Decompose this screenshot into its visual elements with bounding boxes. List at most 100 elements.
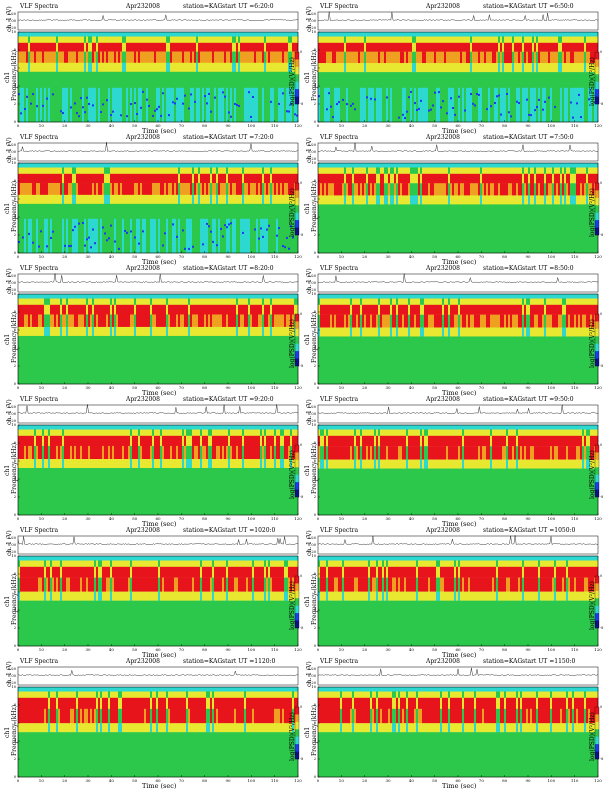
spectrogram-cell [52,203,55,219]
spectrogram-cell [20,167,23,174]
spectrogram-cell [378,42,381,52]
spectrogram-cell [362,163,365,168]
spectrogram-cell [334,183,337,196]
spectrogram-cell [120,71,123,88]
spectrogram-cell [126,115,128,118]
spectrogram-cell [162,298,165,305]
spectrogram-cell [412,87,415,123]
spectrogram-cell [224,163,227,168]
spectrogram-cell [78,32,81,37]
panel-station: station=KAG [483,134,523,141]
spectrogram-cell [118,163,121,168]
spectrogram-cell [194,183,197,196]
spectrogram-cell [536,42,539,52]
spectrogram-cell [204,32,207,37]
spectrogram-cell [254,163,257,168]
spectrogram-cell [434,167,437,174]
spectrogram-cell [184,94,186,97]
spectrogram-cell [388,167,391,174]
spectrogram-cell [518,63,521,73]
spectrogram-cell [42,173,45,184]
spectrogram-cell [142,230,144,233]
spectrogram-cell [244,62,247,72]
spectrogram-cell [506,72,509,88]
spectrogram-cell [122,203,125,219]
spectrogram-cell [560,167,563,174]
spectrogram-cell [388,173,391,184]
spectrogram-cell [434,183,437,196]
spectrogram-cell [570,173,573,184]
spectrogram-cell [138,32,141,37]
spectrogram-cell [370,32,373,37]
spectrogram-cell [428,183,431,196]
spectrogram-cell [194,32,197,37]
spectrogram-cell [52,183,55,196]
spectrogram-cell [80,203,83,219]
spectrogram-cell [492,51,495,64]
spectrogram-cell [104,194,107,205]
colorbar-segment [595,183,599,191]
spectrogram-cell [552,183,555,196]
spectrogram-cell [560,72,563,88]
spectrogram-cell [410,167,413,174]
spectrogram-cell [564,42,567,52]
spectrogram-cell [94,194,97,205]
spectrogram-cell [452,195,455,205]
spectrogram-cell [574,63,577,73]
spectrogram-cell [208,183,211,196]
spectrogram-cell [132,32,135,37]
spectrogram-cell [186,36,189,43]
spectrogram-cell [434,163,437,168]
spectrogram-cell [158,173,161,184]
spectrogram-cell [96,42,99,52]
spectrogram-cell [64,32,67,37]
panel-title: VLF Spectra [20,3,59,10]
spectrogram-cell [572,51,575,64]
spectrogram-cell [512,183,515,196]
spectrogram-cell [392,218,395,254]
spectrogram-cell [466,72,469,88]
spectrogram-cell [34,298,37,305]
spectrogram-cell [242,32,245,37]
spectrogram-cell [380,167,383,174]
spectrogram-cell [66,294,69,299]
spectrogram-cell [134,32,137,37]
spectrogram-cell [376,51,379,64]
spectrogram-cell [250,87,253,123]
spectrogram-cell [394,72,397,88]
spectrogram-cell [230,42,233,52]
spectrogram-cell [28,194,31,205]
spectrogram-cell [592,32,595,37]
spectrogram-cell [44,183,47,196]
spectrogram-cell [522,167,525,174]
spectrogram-cell [354,72,357,88]
spectrogram-cell [490,163,493,168]
spectrogram-cell [458,163,461,168]
spectrogram-cell [64,349,67,385]
spectrogram-cell [554,87,557,123]
spectrogram-cell [434,173,437,184]
spectrogram-cell [166,326,169,337]
spectrogram-cell [136,62,139,72]
spectrogram-cell [328,36,331,43]
spectrogram-cell [250,183,253,196]
spectrogram-cell [464,36,467,43]
spectrogram-cell [208,194,211,205]
spectrogram-cell [204,36,207,43]
spectrogram-cell [92,163,95,168]
spectrogram-cell [286,32,289,37]
spectrogram-cell [342,195,345,205]
spectrogram-cell [90,51,93,63]
spectrogram-cell [152,218,155,254]
spectrogram-panel: VLF Spectra Apr232008 station=KAG start UT … [4,3,308,135]
spectrogram-cell [106,203,109,219]
spectrogram-cell [174,102,176,105]
spectrogram-cell [500,63,503,73]
spectrogram-cell [242,36,245,43]
spectrogram-cell [184,294,187,299]
spectrogram-cell [472,173,475,184]
spectrogram-cell [92,218,95,254]
spectrogram-cell [438,167,441,174]
spectrogram-cell [524,204,527,219]
spectrogram-cell [246,51,249,63]
